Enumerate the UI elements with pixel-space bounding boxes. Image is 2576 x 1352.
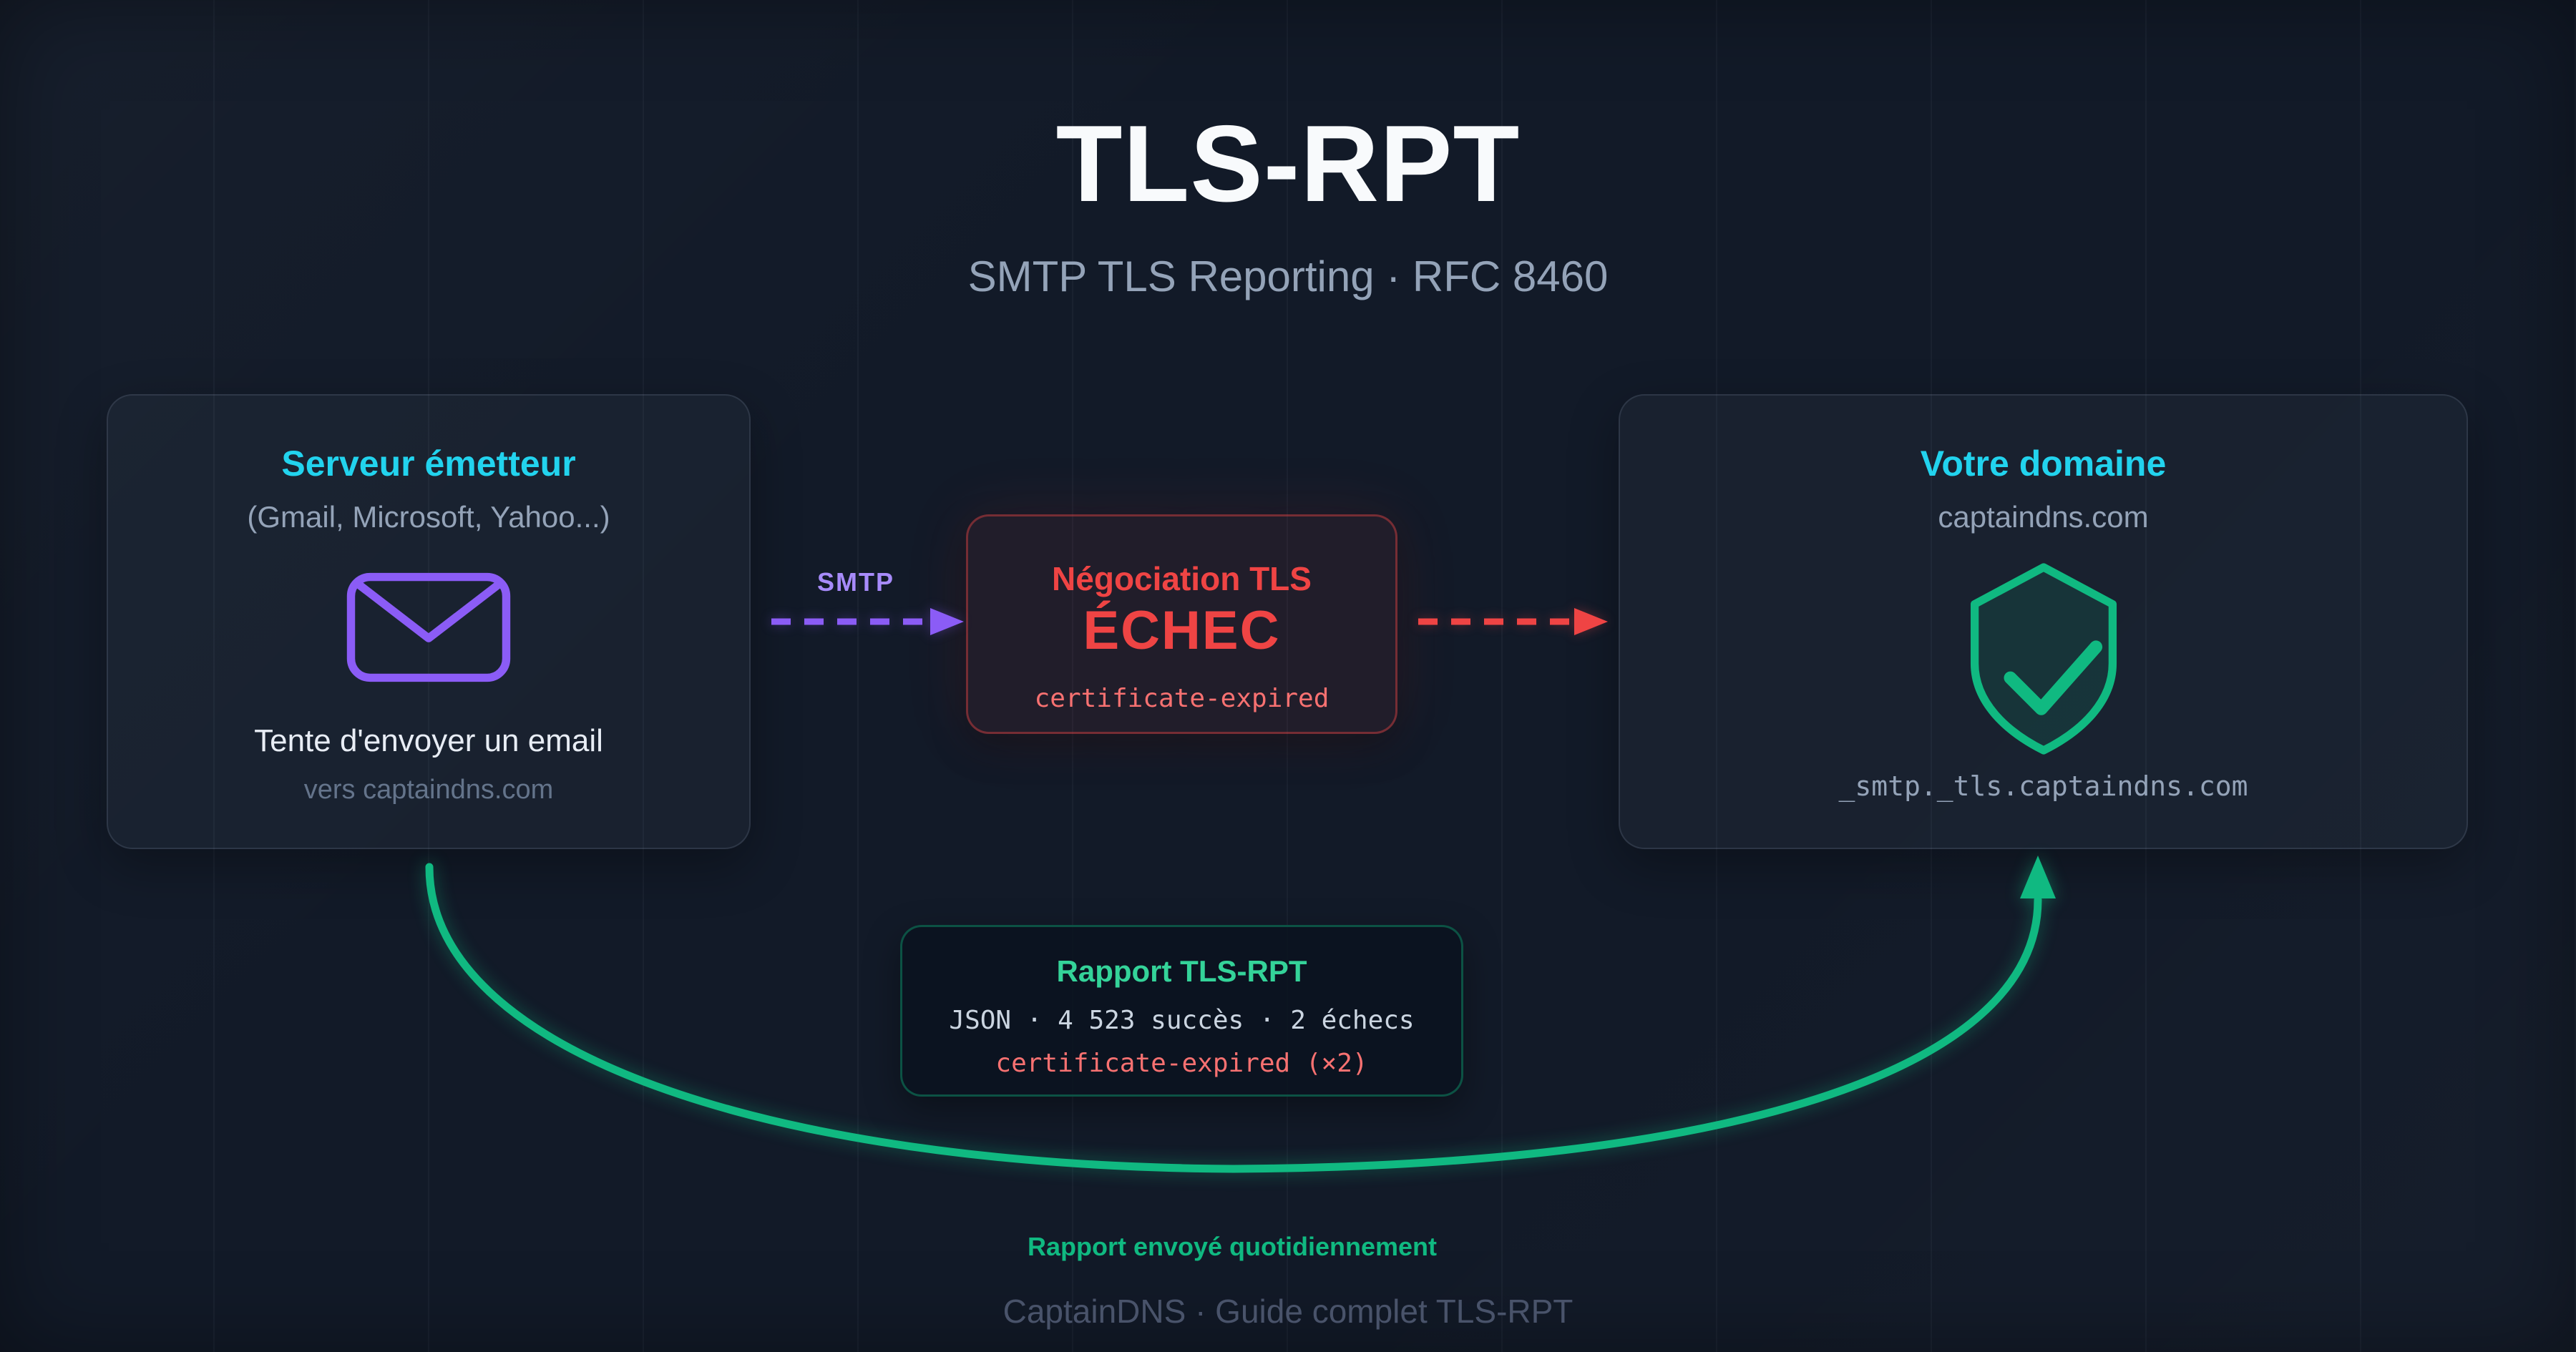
report-summary: JSON · 4 523 succès · 2 échecs [949,1006,1415,1035]
your-domain-panel: Votre domaine captaindns.com _smtp._tls.… [1619,394,2468,849]
domain-name-label: captaindns.com [1938,500,2149,534]
tls-rpt-report-box: Rapport TLS-RPT JSON · 4 523 succès · 2 … [900,925,1463,1097]
tlsrpt-dns-record: _smtp._tls.captaindns.com [1838,770,2248,802]
page-subtitle: SMTP TLS Reporting · RFC 8460 [967,253,1609,300]
page-title: TLS-RPT [1055,103,1521,225]
failure-status-label: ÉCHEC [1083,600,1281,661]
sender-destination-label: vers captaindns.com [303,775,554,805]
report-frequency-note: Rapport envoyé quotidiennement [1027,1232,1438,1261]
sender-server-panel: Serveur émetteur (Gmail, Microsoft, Yaho… [107,394,751,849]
footer-credit: CaptainDNS · Guide complet TLS-RPT [1002,1293,1574,1330]
tls-failure-panel: Négociation TLS ÉCHEC certificate-expire… [966,514,1397,734]
tls-negotiation-label: Négociation TLS [1052,560,1312,597]
domain-panel-title: Votre domaine [1920,444,2167,484]
smtp-arrow [771,608,964,635]
sender-action-label: Tente d'envoyer un email [254,723,603,758]
envelope-icon [108,570,749,685]
failure-arrow [1418,608,1608,635]
sender-panel-title: Serveur émetteur [281,444,576,484]
shield-check-icon [1620,559,2467,759]
report-title: Rapport TLS-RPT [1056,954,1307,988]
sender-providers-label: (Gmail, Microsoft, Yahoo...) [247,500,610,534]
report-failure-detail: certificate-expired (×2) [995,1049,1368,1078]
smtp-arrow-label: SMTP [816,567,894,597]
failure-error-code: certificate-expired [1034,684,1330,713]
